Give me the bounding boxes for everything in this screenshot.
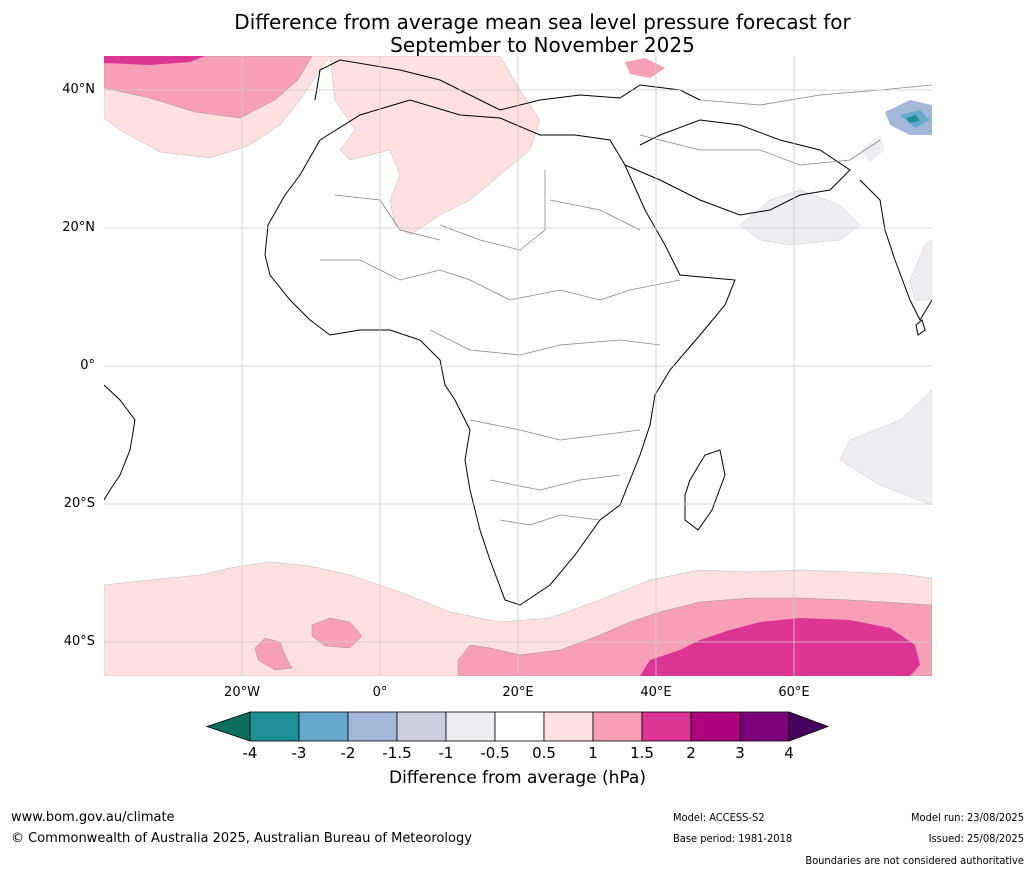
madagascar-coastline (684, 449, 726, 531)
anomaly-south-1-1.5-patch-b (254, 637, 293, 671)
footer-url: www.bom.gov.au/climate (11, 810, 175, 825)
lon-tick-label: 40°E (640, 685, 672, 700)
lat-tick-label: 0° (80, 358, 95, 373)
colorbar-tick-label: 1.5 (630, 744, 654, 762)
colorbar-tick-label: 2 (686, 744, 696, 762)
gridlines (104, 56, 932, 676)
lat-tick-label: 40°S (63, 634, 95, 649)
colorbar-tick-label: -0.5 (480, 744, 510, 762)
africa-coastline (264, 99, 736, 606)
footer-disclaimer: Boundaries are not considered authoritat… (805, 854, 1024, 867)
map-title-line-1: Difference from average mean sea level p… (234, 10, 851, 34)
map-title-line-2: September to November 2025 (390, 33, 695, 57)
colorbar-tick-label: -3 (291, 744, 307, 762)
lon-tick-label: 20°E (502, 685, 534, 700)
europe-coastline (314, 59, 701, 111)
anomaly-north-1-1.5 (104, 56, 313, 119)
colorbar-tick-label: 0.5 (532, 744, 556, 762)
anomaly-tibet-neg-center (906, 115, 920, 123)
anomaly-india-neg (909, 239, 932, 301)
footer-copyright: © Commonwealth of Australia 2025, Austra… (11, 831, 472, 846)
anomaly-tibet-neg (860, 135, 885, 162)
anomaly-south-1.5-2 (640, 618, 920, 676)
coastlines (104, 59, 932, 606)
country-borders (320, 84, 932, 526)
anomaly-mediterranean-0.5-1 (329, 56, 541, 236)
colorbar-tick-label: 4 (784, 744, 794, 762)
lon-tick-label: 20°W (224, 685, 260, 700)
anomaly-indian-ocean-neg (839, 389, 932, 506)
colorbar-title: Difference from average (hPa) (389, 768, 646, 788)
lat-tick-label: 40°N (62, 82, 95, 97)
anomaly-turkey-1-1.5 (625, 58, 665, 78)
footer-base-period: Base period: 1981-2018 (673, 832, 793, 845)
anomaly-arabian-sea-neg (739, 189, 861, 246)
footer-issued: Issued: 25/08/2025 (928, 832, 1024, 845)
india-coastline (859, 179, 932, 322)
colorbar-tick-label: 3 (735, 744, 745, 762)
colorbar-tick-label: 1 (588, 744, 598, 762)
south-america-coastline (104, 384, 136, 501)
lat-tick-label: 20°N (62, 220, 95, 235)
footer-model: Model: ACCESS-S2 (673, 811, 765, 824)
arabia-coastline (624, 119, 851, 216)
colorbar-tick-label: -1 (438, 744, 454, 762)
colorbar-tick-label: -2 (340, 744, 356, 762)
sri-lanka-coastline (915, 319, 926, 336)
anomaly-north-1.5-2 (104, 56, 205, 65)
lat-tick-label: 20°S (63, 496, 95, 511)
lon-tick-label: 60°E (778, 685, 810, 700)
footer-model-run: Model run: 23/08/2025 (911, 811, 1024, 824)
colorbar-tick-label: -1.5 (382, 744, 412, 762)
colorbar-tick-label: -4 (242, 744, 258, 762)
lon-tick-label: 0° (372, 685, 388, 700)
